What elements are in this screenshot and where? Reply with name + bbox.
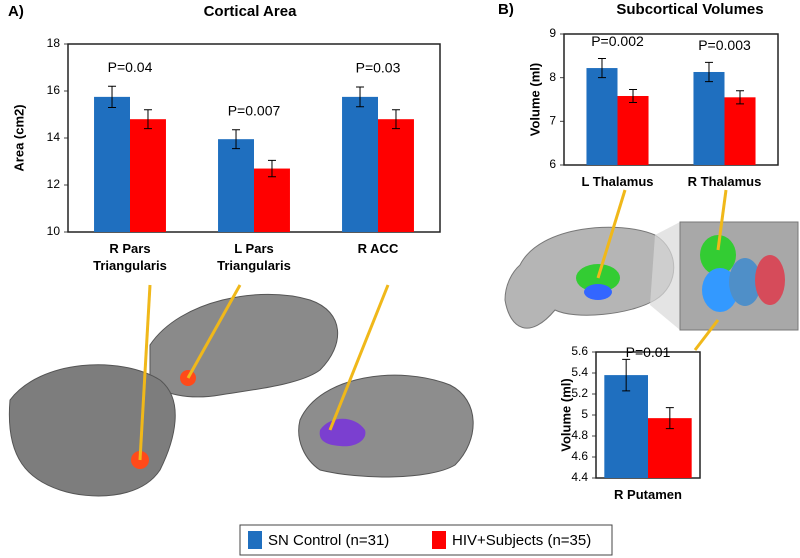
- bar: [130, 119, 166, 232]
- y-tick-label: 12: [47, 177, 61, 191]
- y-tick-label: 4.6: [571, 449, 588, 463]
- y-tick-label: 4.4: [571, 470, 588, 484]
- y-tick-label: 5.6: [571, 344, 588, 358]
- bar: [254, 168, 290, 232]
- error-bar: [622, 358, 631, 392]
- error-bar: [232, 129, 241, 150]
- y-tick-label: 7: [549, 114, 556, 128]
- error-bar: [108, 85, 117, 108]
- bar: [94, 96, 130, 232]
- x-tick-label: R Pars Triangularis: [93, 241, 167, 273]
- legend-swatch: [248, 531, 262, 549]
- y-tick-label: 6: [549, 157, 556, 171]
- error-bar: [143, 109, 152, 130]
- error-bar: [665, 407, 674, 430]
- y-tick-label: 8: [549, 70, 556, 84]
- x-tick-label: L Pars Triangularis: [217, 241, 291, 273]
- panel-label: B): [498, 1, 514, 18]
- panel-label: A): [8, 3, 24, 20]
- error-bar: [736, 90, 745, 105]
- y-tick-label: 14: [47, 130, 61, 144]
- legend-swatch: [432, 531, 446, 549]
- x-tick-label: L Thalamus: [581, 174, 654, 189]
- plot-frame: [563, 33, 779, 166]
- y-tick-label: 9: [549, 26, 556, 40]
- bar: [604, 375, 648, 478]
- y-tick-label: 16: [47, 83, 61, 97]
- y-axis-label: Area (cm2): [11, 104, 26, 171]
- bar: [218, 139, 254, 232]
- y-axis-label: Volume (ml): [558, 378, 573, 451]
- p-value-label: P=0.03: [356, 60, 401, 76]
- error-bar: [597, 57, 606, 79]
- y-tick-label: 5.4: [571, 365, 588, 379]
- error-bar: [629, 88, 638, 104]
- error-bar: [704, 61, 713, 83]
- y-tick-label: 4.8: [571, 428, 588, 442]
- x-tick-label: R Putamen: [614, 487, 682, 502]
- p-value-label: P=0.007: [228, 102, 281, 118]
- bar: [617, 96, 649, 165]
- legend-label: SN Control (n=31): [268, 532, 389, 549]
- bar: [693, 71, 725, 165]
- y-tick-label: 5: [581, 407, 588, 421]
- brain-illustrations: [8, 189, 799, 497]
- p-value-label: P=0.002: [591, 33, 644, 49]
- y-tick-label: 5.2: [571, 386, 588, 400]
- bar: [586, 68, 618, 165]
- y-tick-label: 18: [47, 36, 61, 50]
- bar: [724, 97, 756, 165]
- x-tick-label: R ACC: [357, 241, 399, 256]
- legend-label: HIV+Subjects (n=35): [452, 532, 591, 549]
- y-axis-label: Volume (ml): [527, 63, 542, 136]
- legend-box: [239, 524, 613, 556]
- p-value-label: P=0.04: [108, 59, 153, 75]
- chart-title: Cortical Area: [204, 3, 297, 20]
- x-tick-label: R Thalamus: [687, 174, 762, 189]
- p-value-label: P=0.01: [626, 344, 671, 360]
- error-bar: [356, 86, 365, 108]
- p-value-label: P=0.003: [698, 37, 751, 53]
- bar: [342, 96, 378, 232]
- error-bar: [267, 159, 276, 178]
- error-bar: [391, 109, 400, 130]
- bar: [378, 119, 414, 232]
- y-tick-label: 10: [47, 224, 61, 238]
- chart-title: Subcortical Volumes: [616, 1, 763, 18]
